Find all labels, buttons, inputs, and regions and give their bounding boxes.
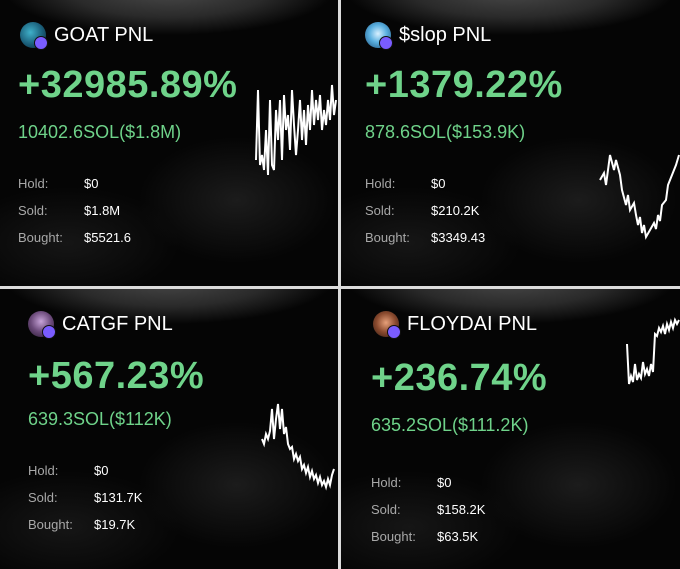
price-sparkline bbox=[255, 84, 337, 176]
hold-row: Hold: $0 bbox=[371, 469, 485, 496]
catgf-token-icon bbox=[28, 311, 56, 339]
hold-label: Hold: bbox=[18, 176, 49, 191]
sold-value: $1.8M bbox=[84, 203, 121, 218]
bought-label: Bought: bbox=[365, 230, 410, 245]
stats-list: Hold: $0 Sold: $158.2K Bought: $63.5K bbox=[371, 469, 485, 550]
bought-value: $63.5K bbox=[437, 529, 479, 544]
bought-value: $3349.43 bbox=[431, 230, 486, 245]
verified-badge-icon bbox=[42, 325, 56, 339]
bought-row: Bought: $5521.6 bbox=[18, 224, 131, 251]
pnl-percentage: +32985.89% bbox=[18, 64, 238, 106]
bought-label: Bought: bbox=[18, 230, 63, 245]
card-header: $slop PNL bbox=[365, 22, 492, 50]
price-sparkline bbox=[261, 403, 335, 491]
sold-label: Sold: bbox=[18, 203, 48, 218]
verified-badge-icon bbox=[379, 36, 393, 50]
stats-list: Hold: $0 Sold: $210.2K Bought: $3349.43 bbox=[365, 170, 485, 251]
sold-value: $210.2K bbox=[431, 203, 480, 218]
card-title: CATGF PNL bbox=[62, 312, 173, 335]
sold-label: Sold: bbox=[371, 502, 401, 517]
hold-value: $0 bbox=[431, 176, 446, 191]
hold-label: Hold: bbox=[28, 463, 59, 478]
slop-token-icon bbox=[365, 22, 393, 50]
bought-value: $19.7K bbox=[94, 517, 136, 532]
pnl-card-goat: GOAT PNL +32985.89% 10402.6SOL($1.8M) Ho… bbox=[0, 0, 338, 286]
sold-row: Sold: $210.2K bbox=[365, 197, 485, 224]
hold-row: Hold: $0 bbox=[28, 457, 142, 484]
pnl-card-catgf: CATGF PNL +567.23% 639.3SOL($112K) Hold:… bbox=[0, 289, 338, 569]
card-header: CATGF PNL bbox=[28, 311, 173, 339]
price-sparkline bbox=[599, 154, 680, 240]
bought-label: Bought: bbox=[28, 517, 73, 532]
bought-row: Bought: $63.5K bbox=[371, 523, 485, 550]
card-title: $slop PNL bbox=[399, 23, 492, 46]
verified-badge-icon bbox=[387, 325, 401, 339]
hold-value: $0 bbox=[84, 176, 99, 191]
hold-label: Hold: bbox=[365, 176, 396, 191]
card-header: FLOYDAI PNL bbox=[373, 311, 538, 339]
bought-row: Bought: $19.7K bbox=[28, 511, 142, 538]
card-title: GOAT PNL bbox=[54, 23, 154, 46]
sold-label: Sold: bbox=[28, 490, 58, 505]
hold-value: $0 bbox=[94, 463, 109, 478]
bought-value: $5521.6 bbox=[84, 230, 131, 245]
goat-token-icon bbox=[20, 22, 48, 50]
bought-row: Bought: $3349.43 bbox=[365, 224, 485, 251]
sold-value: $158.2K bbox=[437, 502, 486, 517]
sold-row: Sold: $1.8M bbox=[18, 197, 131, 224]
pnl-sol-amount: 639.3SOL($112K) bbox=[28, 409, 172, 429]
card-title: FLOYDAI PNL bbox=[407, 312, 538, 335]
sold-value: $131.7K bbox=[94, 490, 143, 505]
hold-row: Hold: $0 bbox=[18, 170, 131, 197]
sold-row: Sold: $158.2K bbox=[371, 496, 485, 523]
hold-value: $0 bbox=[437, 475, 452, 490]
pnl-percentage: +236.74% bbox=[371, 357, 548, 399]
price-sparkline bbox=[626, 317, 680, 385]
stats-list: Hold: $0 Sold: $131.7K Bought: $19.7K bbox=[28, 457, 142, 538]
pnl-sol-amount: 10402.6SOL($1.8M) bbox=[18, 122, 182, 142]
pnl-sol-amount: 878.6SOL($153.9K) bbox=[365, 122, 526, 142]
card-header: GOAT PNL bbox=[20, 22, 154, 50]
pnl-card-floydai: FLOYDAI PNL +236.74% 635.2SOL($111.2K) H… bbox=[341, 289, 680, 569]
hold-label: Hold: bbox=[371, 475, 402, 490]
pnl-card-slop: $slop PNL +1379.22% 878.6SOL($153.9K) Ho… bbox=[341, 0, 680, 286]
hold-row: Hold: $0 bbox=[365, 170, 485, 197]
pnl-percentage: +567.23% bbox=[28, 355, 205, 397]
bought-label: Bought: bbox=[371, 529, 416, 544]
sold-row: Sold: $131.7K bbox=[28, 484, 142, 511]
sold-label: Sold: bbox=[365, 203, 395, 218]
pnl-percentage: +1379.22% bbox=[365, 64, 563, 106]
pnl-sol-amount: 635.2SOL($111.2K) bbox=[371, 415, 529, 435]
verified-badge-icon bbox=[34, 36, 48, 50]
stats-list: Hold: $0 Sold: $1.8M Bought: $5521.6 bbox=[18, 170, 131, 251]
floydai-token-icon bbox=[373, 311, 401, 339]
